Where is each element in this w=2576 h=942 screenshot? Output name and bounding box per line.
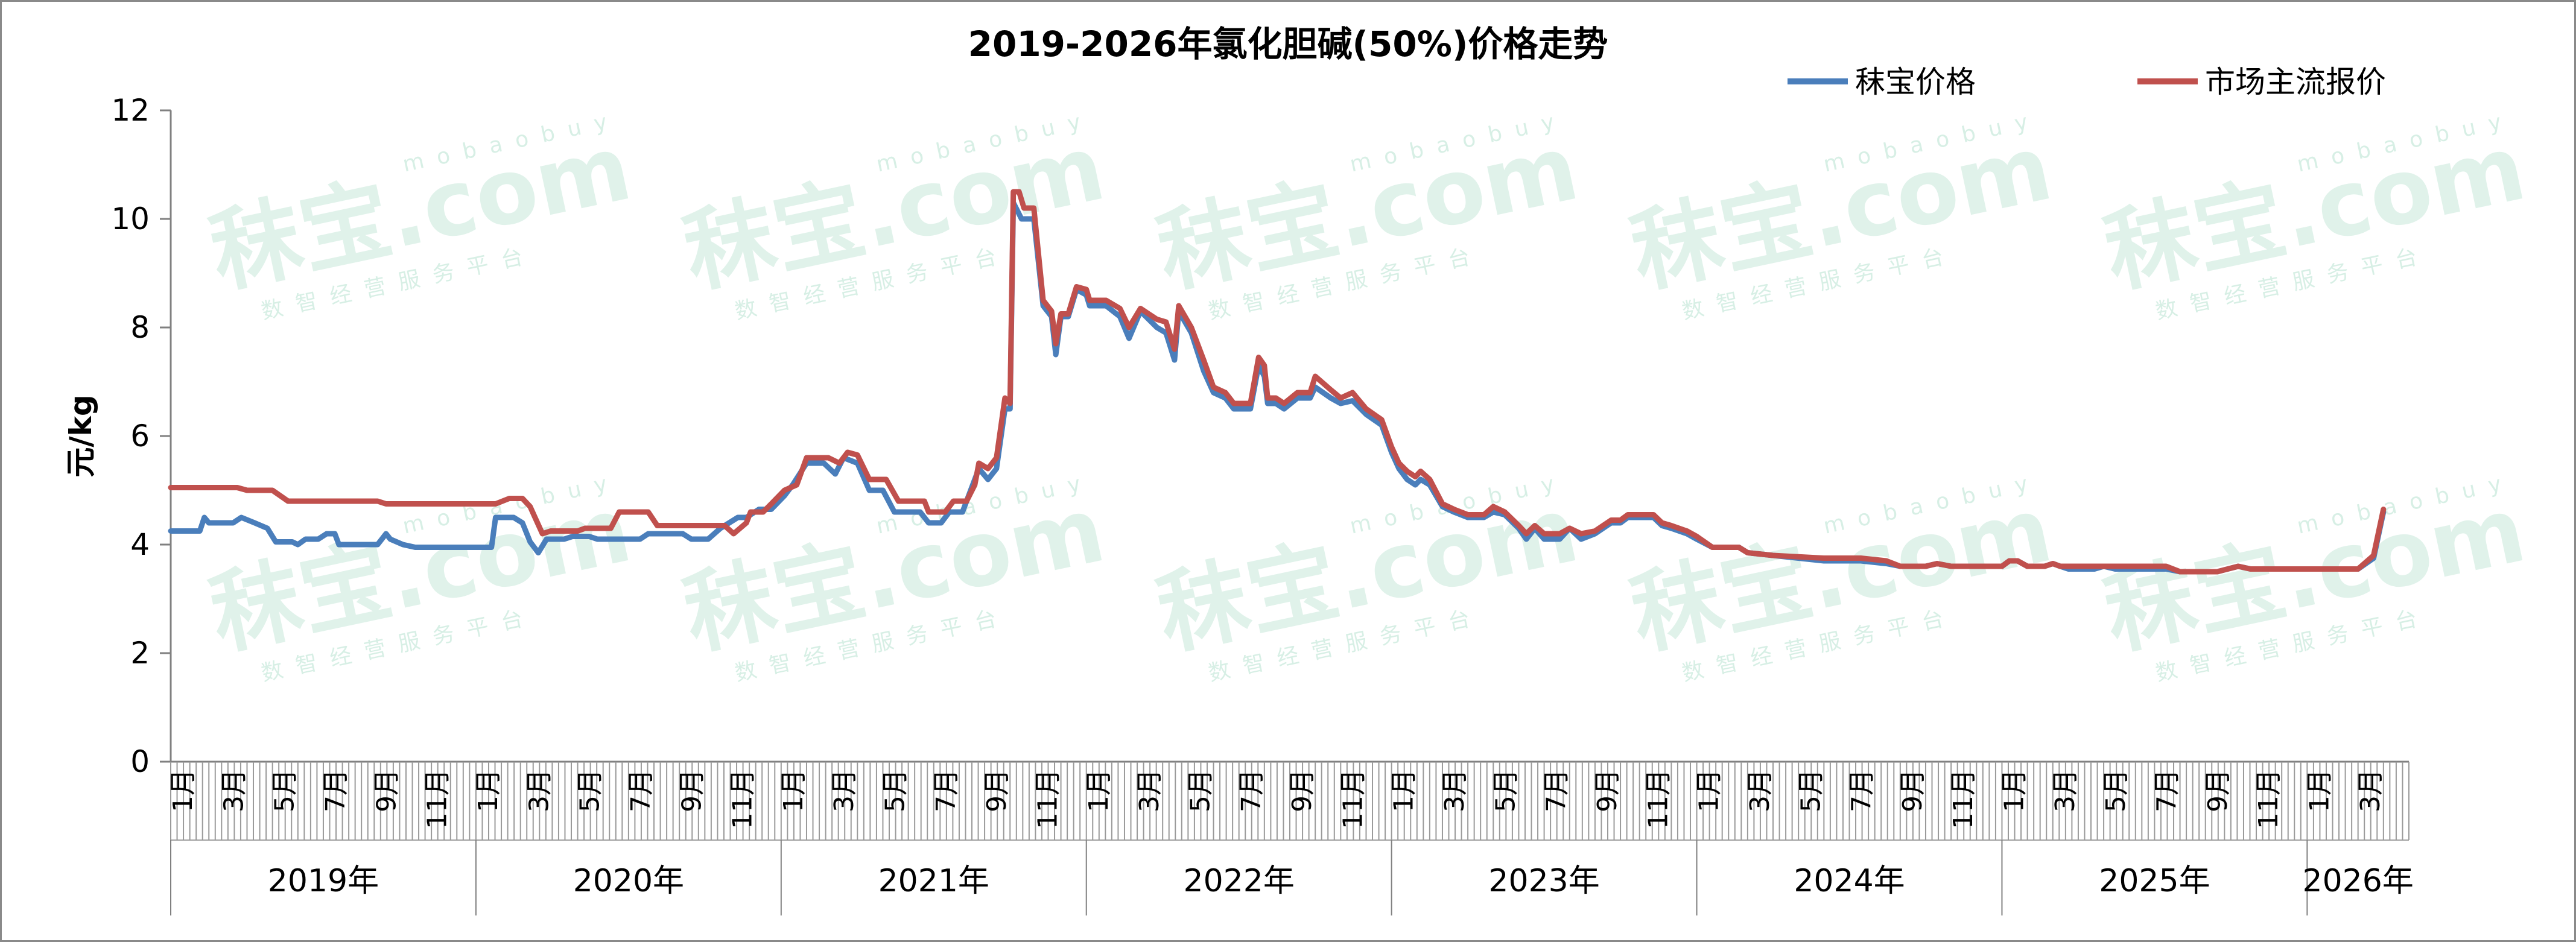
- x-month-label: 3月: [1134, 769, 1165, 812]
- x-month-label: 3月: [218, 769, 249, 812]
- x-month-label: 1月: [1389, 769, 1420, 812]
- y-tick-label: 6: [130, 419, 150, 454]
- x-year-label: 2023年: [1488, 863, 1599, 899]
- x-month-label: 5月: [880, 769, 911, 812]
- y-tick-label: 2: [130, 636, 150, 671]
- y-tick-label: 4: [130, 527, 150, 562]
- x-month-label: 1月: [473, 769, 504, 812]
- x-month-label: 3月: [829, 769, 860, 812]
- x-month-label: 7月: [626, 769, 656, 812]
- x-year-label: 2020年: [573, 863, 684, 899]
- x-month-label: 11月: [1032, 769, 1063, 829]
- x-month-label: 11月: [1337, 769, 1368, 829]
- x-month-label: 5月: [1795, 769, 1826, 812]
- x-axis: 1月 3月 5月 7月 9月 11月 1月 3月 5月 7月 9月 11月 1月 3月 5月 7月 9月 11月 1…: [168, 760, 2414, 915]
- legend-label: 市场主流报价: [2205, 65, 2386, 100]
- y-tick-label: 12: [111, 93, 150, 128]
- x-month-label: 1月: [168, 769, 198, 812]
- x-month-label: 9月: [1287, 769, 1318, 812]
- x-month-label: 9月: [1592, 769, 1623, 812]
- x-year-label: 2019年: [268, 863, 379, 899]
- x-month-label: 3月: [524, 769, 554, 812]
- x-month-label: 1月: [1083, 769, 1114, 812]
- chart-title: 2019-2026年氯化胆碱(50%)价格走势: [968, 24, 1608, 65]
- legend: 秣宝价格 市场主流报价: [1788, 65, 2386, 100]
- x-month-label: 7月: [1541, 769, 1572, 812]
- x-year-label: 2021年: [878, 863, 989, 899]
- x-month-label: 5月: [1185, 769, 1216, 812]
- x-month-label: 1月: [1999, 769, 2030, 812]
- x-month-label: 5月: [270, 769, 300, 812]
- x-month-label: 9月: [1897, 769, 1928, 812]
- x-month-label: 11月: [1643, 769, 1673, 829]
- legend-item: 秣宝价格: [1788, 65, 1976, 100]
- x-month-label: 7月: [1236, 769, 1267, 812]
- y-axis-label: 元/kg: [63, 394, 98, 477]
- series-layer: [168, 189, 2387, 575]
- x-month-label: 11月: [422, 769, 453, 829]
- x-month-label: 5月: [2101, 769, 2131, 812]
- y-tick-label: 0: [130, 744, 150, 779]
- x-month-label: 5月: [1490, 769, 1521, 812]
- y-tick-label: 10: [111, 201, 150, 236]
- x-month-label: 9月: [676, 769, 707, 812]
- y-tick-label: 8: [130, 310, 150, 345]
- x-month-label: 9月: [982, 769, 1012, 812]
- x-month-label: 5月: [575, 769, 606, 812]
- x-month-label: 3月: [1745, 769, 1775, 812]
- x-month-label: 1月: [2304, 769, 2335, 812]
- x-month-label: 11月: [728, 769, 758, 829]
- y-axis: 0 2 4 6 8 10 12: [111, 93, 172, 779]
- x-month-label: 9月: [371, 769, 402, 812]
- x-month-label: 1月: [1694, 769, 1725, 812]
- x-month-label: 7月: [2151, 769, 2182, 812]
- x-month-label: 7月: [320, 769, 351, 812]
- x-month-label: 3月: [2050, 769, 2081, 812]
- legend-item: 市场主流报价: [2137, 65, 2386, 100]
- x-year-label: 2026年: [2303, 863, 2414, 899]
- x-year-label: 2024年: [1794, 863, 1905, 899]
- x-month-label: 11月: [1948, 769, 1979, 829]
- x-month-label: 7月: [1847, 769, 1877, 812]
- x-month-label: 3月: [2355, 769, 2386, 812]
- x-month-label: 3月: [1439, 769, 1470, 812]
- x-year-label: 2022年: [1184, 863, 1295, 899]
- x-month-label: 1月: [778, 769, 809, 812]
- x-month-label: 7月: [931, 769, 962, 812]
- series-line: [168, 189, 2387, 575]
- x-year-label: 2025年: [2099, 863, 2210, 899]
- legend-label: 秣宝价格: [1855, 65, 1976, 100]
- x-month-label: 11月: [2253, 769, 2284, 829]
- x-month-label: 9月: [2203, 769, 2233, 812]
